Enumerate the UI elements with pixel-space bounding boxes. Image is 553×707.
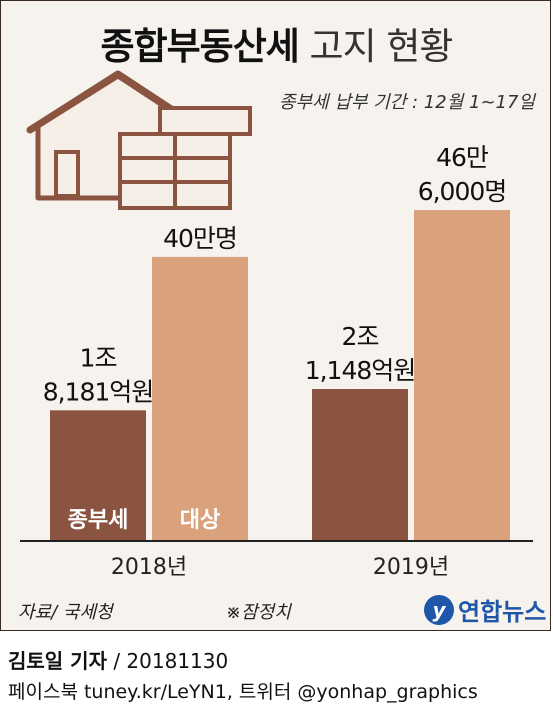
value-label: 40만명 [163, 224, 237, 253]
value-label: 8,181억원 [43, 377, 154, 406]
title-light: 고지 현황 [309, 25, 454, 68]
yonhap-logo-icon: y [424, 594, 454, 625]
reporter-date: / 20181130 [113, 649, 229, 673]
bar-종부세-2019년 [312, 389, 408, 541]
x-tick-label: 2018년 [111, 555, 187, 580]
legend-대상: 대상 [180, 508, 220, 533]
chart-title: 종합부동산세 고지 현황 [0, 16, 553, 70]
value-label: 1,148억원 [305, 356, 416, 385]
reporter-line: 김토일 기자 / 20181130 [8, 645, 228, 674]
value-label: 46만 [436, 143, 489, 172]
legend-종부세: 종부세 [68, 508, 129, 533]
payment-period: 종부세 납부 기간 : 12월 1~17일 [278, 92, 535, 113]
value-label: 1조 [80, 343, 117, 372]
value-label: 6,000명 [418, 177, 507, 206]
source-text: 자료/ 국세청 [18, 602, 113, 623]
logo-text: 연합뉴스 [458, 598, 547, 626]
reporter-name: 김토일 기자 [8, 649, 107, 673]
provisional-note: ※잠정치 [226, 602, 291, 623]
bar-대상-2019년 [414, 210, 510, 541]
house-money-illustration [26, 70, 252, 210]
sns-line: 페이스북 tuney.kr/LeYN1, 트위터 @yonhap_graphic… [8, 681, 478, 703]
bar-대상-2018년 [152, 256, 248, 541]
title-bold: 종합부동산세 [100, 25, 300, 68]
x-tick-label: 2019년 [373, 555, 449, 580]
yonhap-logo: y 연합뉴스 [424, 592, 546, 627]
value-label: 2조 [342, 322, 379, 351]
bar-종부세-2018년 [50, 410, 146, 541]
